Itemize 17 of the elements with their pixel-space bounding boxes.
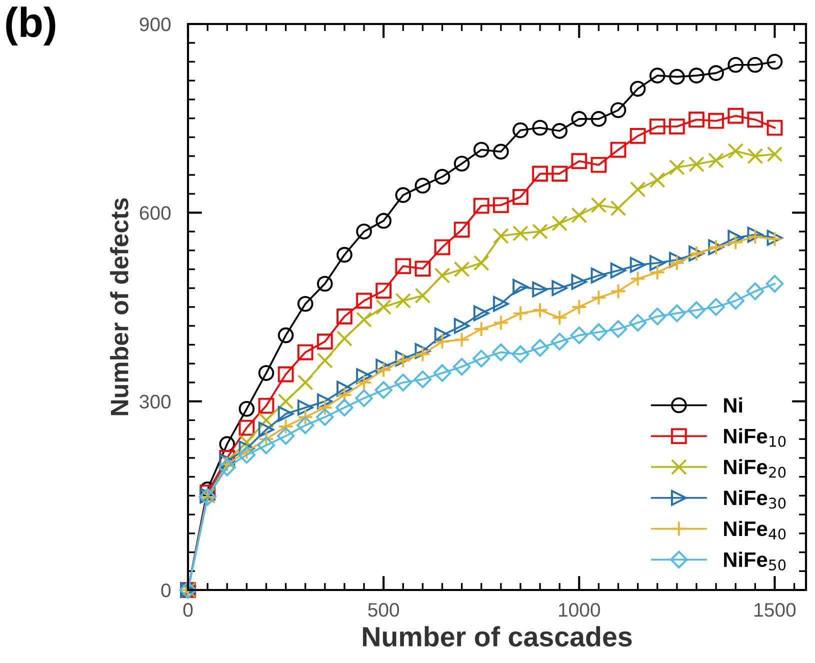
x-tick-label: 500: [368, 603, 400, 617]
y-tick-label: 600: [140, 206, 171, 220]
chart-title: (b): [6, 6, 56, 46]
x-tick-label: 1500: [754, 603, 796, 617]
y-tick-label: 900: [140, 17, 171, 32]
legend-label: NiFe$_{40}$: [724, 520, 786, 540]
legend-label: NiFe$_{30}$: [724, 490, 786, 509]
y-axis-title: Number of defects: [110, 198, 128, 416]
x-tick-label: 0: [183, 603, 193, 617]
legend-label: NiFe$_{20}$: [724, 459, 786, 478]
x-axis-title: Number of cascades: [363, 626, 632, 647]
legend-label: Ni: [724, 397, 742, 413]
y-tick-label: 300: [140, 394, 171, 409]
legend-label: NiFe$_{10}$: [724, 428, 786, 447]
legend-label: NiFe$_{50}$: [724, 552, 786, 570]
x-tick-label: 1000: [558, 603, 600, 617]
y-tick-label: 0: [161, 583, 171, 598]
